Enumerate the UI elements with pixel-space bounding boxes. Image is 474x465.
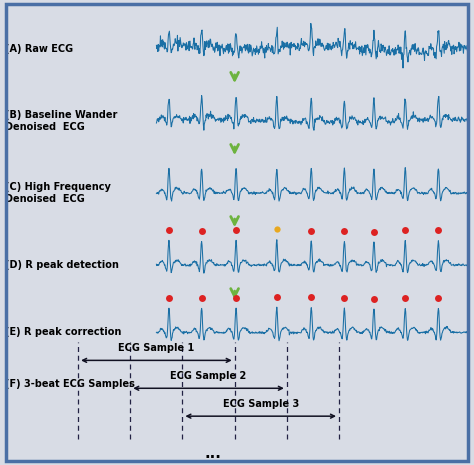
Text: (E) R peak correction: (E) R peak correction xyxy=(5,327,121,338)
Text: (C) High Frequency
Denoised  ECG: (C) High Frequency Denoised ECG xyxy=(5,182,110,204)
Text: (D) R peak detection: (D) R peak detection xyxy=(5,260,118,270)
Text: (A) Raw ECG: (A) Raw ECG xyxy=(5,44,73,54)
Text: ECG Sample 3: ECG Sample 3 xyxy=(223,399,299,409)
Text: (F) 3-beat ECG Samples: (F) 3-beat ECG Samples xyxy=(5,379,135,389)
Text: (B) Baseline Wander
Denoised  ECG: (B) Baseline Wander Denoised ECG xyxy=(5,110,117,132)
Text: ECG Sample 2: ECG Sample 2 xyxy=(171,371,246,381)
Text: ECG Sample 1: ECG Sample 1 xyxy=(118,343,194,353)
Text: ...: ... xyxy=(205,446,222,461)
